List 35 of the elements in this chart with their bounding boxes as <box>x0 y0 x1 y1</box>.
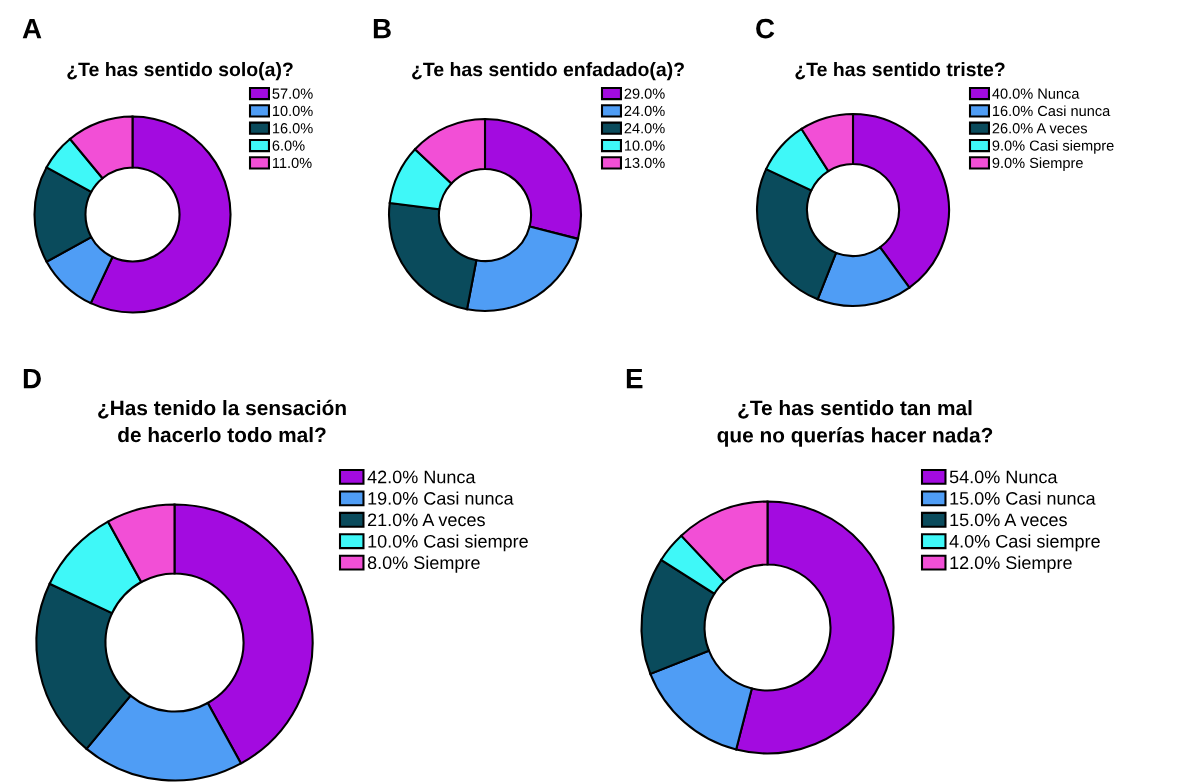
legend-label: 8.0% Siempre <box>367 555 480 573</box>
chart-title: ¿Te has sentido tan mal que no querías hacer nada? <box>717 400 993 447</box>
legend-label: 9.0% Casi siempre <box>992 140 1114 154</box>
legend-label: 19.0% Casi nunca <box>368 491 514 505</box>
legend-label: 4.0% Casi siempre <box>949 534 1100 552</box>
legend-label: 16.0% <box>272 123 313 134</box>
legend-label: 29.0% <box>624 88 665 99</box>
legend-label: 24.0% <box>624 123 665 134</box>
chart-title: ¿Te has sentido solo(a)? <box>67 62 293 81</box>
legend-label: 13.0% <box>624 157 665 169</box>
legend-label: 10.0% <box>624 140 665 151</box>
legend-label: 12.0% Siempre <box>950 555 1072 573</box>
legend-label: 16.0% Casi nunca <box>992 105 1111 117</box>
legend-label: 10.0% Casi siempre <box>368 534 528 552</box>
legend-label: 15.0% A veces <box>950 513 1067 527</box>
legend-label: 57.0% <box>272 88 313 99</box>
legend-label: 21.0% A veces <box>367 513 485 527</box>
text: D <box>23 369 41 389</box>
legend-label: 24.0% <box>624 105 665 117</box>
text: B <box>373 19 391 39</box>
legend-label: 54.0% Nunca <box>949 470 1058 484</box>
chart-title: ¿Te has sentido triste? <box>795 62 1005 80</box>
chart-title: ¿Has tenido la sensación de hacerlo todo mal? <box>98 399 346 443</box>
text: C <box>756 18 775 39</box>
legend-label: 6.0% <box>272 140 305 151</box>
legend-label: 10.0% <box>272 105 313 117</box>
legend-label: 40.0% Nunca <box>992 88 1080 99</box>
legend-label: 42.0% Nunca <box>367 470 476 484</box>
chart-title: ¿Te has sentido enfadado(a)? <box>412 62 684 81</box>
text: E <box>626 369 643 389</box>
legend-label: 9.0% Siempre <box>992 157 1083 171</box>
legend-label: 26.0% A veces <box>992 123 1088 134</box>
legend-label: 15.0% Casi nunca <box>950 491 1096 505</box>
text: A <box>22 19 42 39</box>
legend-label: 11.0% <box>272 157 312 169</box>
